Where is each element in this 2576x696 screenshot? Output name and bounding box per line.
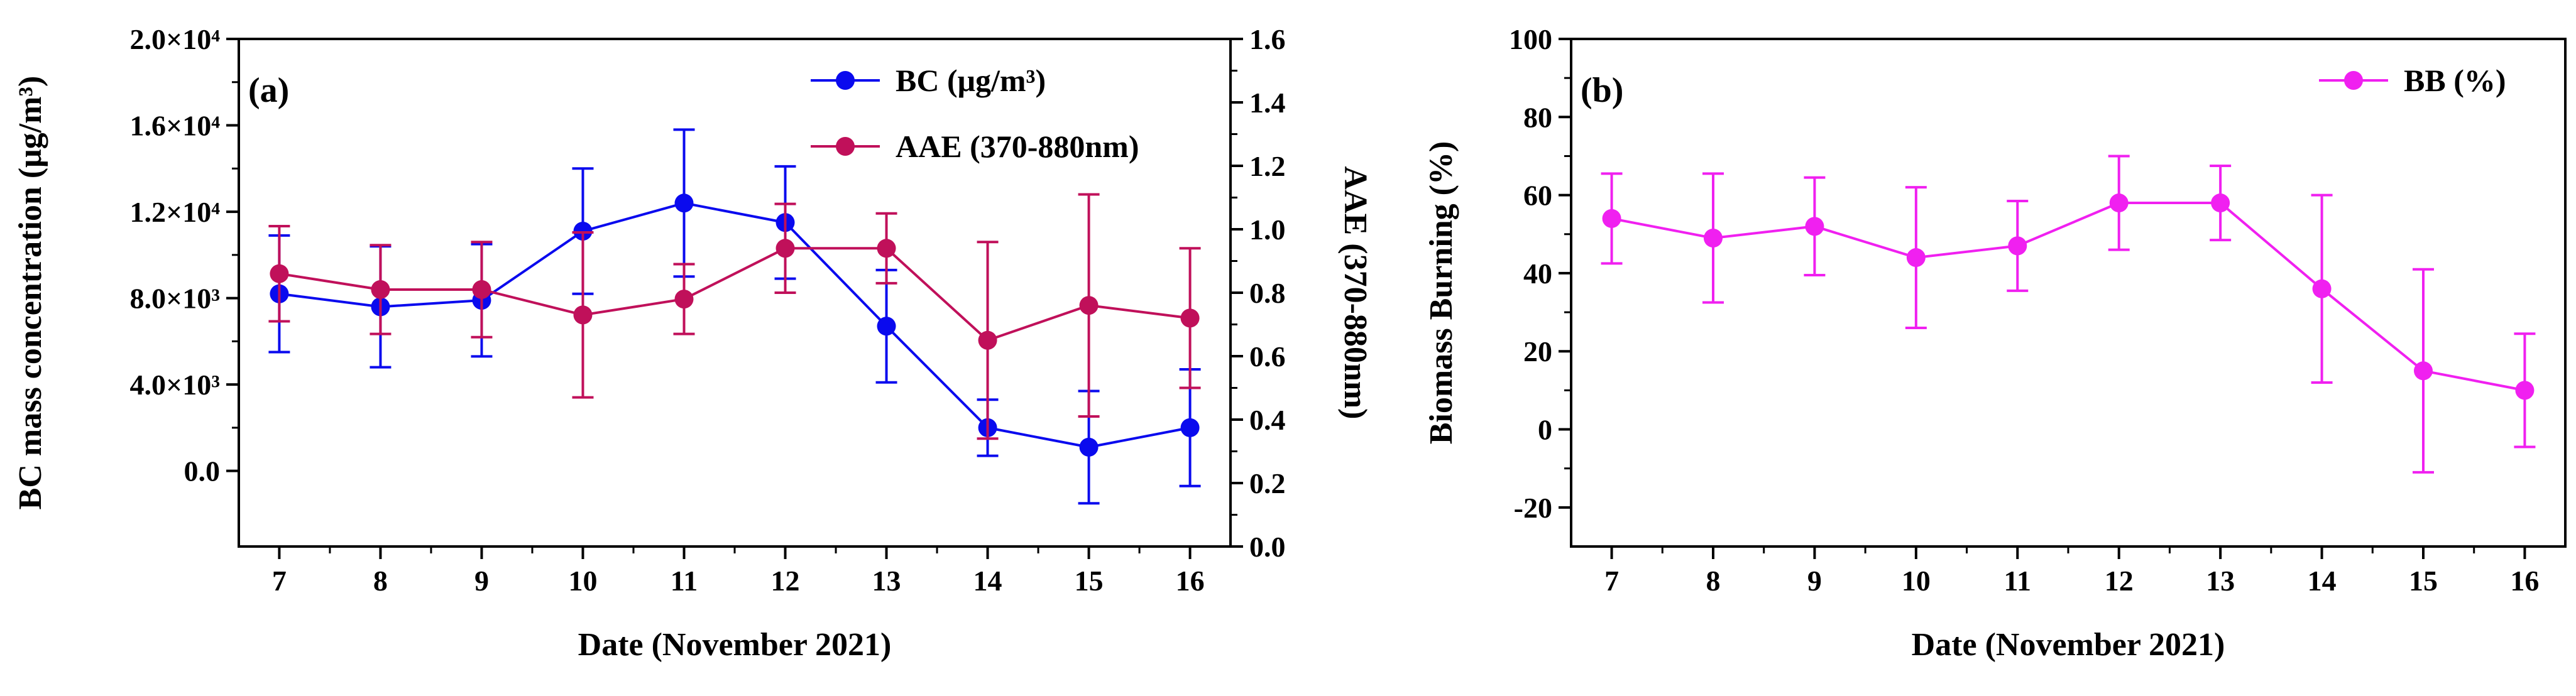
legend-marker — [2344, 71, 2363, 90]
y-left-tick-label: 80 — [1523, 101, 1552, 133]
x-tick-label: 14 — [973, 565, 1002, 597]
data-point — [674, 290, 694, 309]
panel-b-chart: 7 8 9 10 11 12 13 14 15 16 Date (November 2021) -20… — [1423, 23, 2567, 663]
series-group — [268, 128, 1201, 505]
data-point — [2312, 279, 2332, 298]
x-tick-label: 11 — [2004, 565, 2031, 597]
data-point — [2109, 193, 2129, 213]
data-point — [1180, 308, 1200, 328]
x-tick-label: 9 — [474, 565, 489, 597]
legend-label: BB (%) — [2404, 63, 2506, 98]
y-right-tick-label: 0.2 — [1249, 467, 1286, 499]
x-tick-label: 16 — [1176, 565, 1205, 597]
y-left-tick-label: 8.0×10³ — [129, 283, 220, 315]
panel-label: (b) — [1581, 71, 1623, 110]
x-tick-label: 9 — [1807, 565, 1822, 597]
legend-label: AAE (370-880nm) — [896, 129, 1139, 164]
data-point — [1602, 209, 1621, 228]
x-tick-label: 7 — [272, 565, 287, 597]
x-tick-label: 11 — [671, 565, 698, 597]
y-right-tick-label: 0.6 — [1249, 340, 1286, 372]
x-tick-label: 14 — [2308, 565, 2337, 597]
panel-a-chart: 7 8 9 10 11 12 13 14 15 16 Date (November 2021) 0.0… — [13, 23, 1373, 663]
y-right-tick-label: 0.0 — [1249, 531, 1286, 563]
y-right-tick-label: 1.6 — [1249, 23, 1286, 55]
x-tick-label: 13 — [872, 565, 901, 597]
series-group — [268, 193, 1201, 440]
x-tick-label: 15 — [2409, 565, 2438, 597]
series-line — [1611, 202, 2525, 392]
y-left-tick-label: 1.6×10⁴ — [129, 110, 220, 142]
y-right-tick-label: 0.8 — [1249, 277, 1286, 309]
y-right-tick-label: 1.0 — [1249, 214, 1286, 246]
y-left-tick-label: 2.0×10⁴ — [129, 23, 220, 55]
x-axis-title: Date (November 2021) — [1912, 627, 2225, 663]
data-point — [674, 193, 694, 213]
data-point — [1079, 296, 1099, 315]
x-tick-label: 10 — [1902, 565, 1931, 597]
data-point — [978, 330, 997, 350]
y-left-tick-label: 20 — [1523, 335, 1552, 367]
data-point — [776, 239, 795, 258]
data-point — [2414, 361, 2433, 381]
y-left-axis-title: BC mass concentration (μg/m³) — [13, 76, 48, 510]
x-tick-label: 7 — [1604, 565, 1619, 597]
y-left-tick-label: 0.0 — [184, 455, 221, 487]
data-point — [1704, 228, 1723, 247]
y-left-tick-label: -20 — [1514, 492, 1552, 524]
data-point — [1906, 248, 1926, 268]
data-point — [877, 317, 896, 336]
x-tick-label: 8 — [1706, 565, 1721, 597]
x-tick-label: 16 — [2510, 565, 2539, 597]
y-right-axis-title: AAE (370-880nm) — [1337, 166, 1373, 420]
x-tick-label: 12 — [2105, 565, 2134, 597]
y-left-tick-label: 40 — [1523, 258, 1552, 290]
y-left-tick-label: 0 — [1538, 414, 1552, 446]
data-point — [2211, 193, 2230, 213]
plot-frame — [1570, 38, 2567, 548]
series-line — [279, 247, 1190, 342]
x-tick-label: 10 — [568, 565, 597, 597]
data-point — [2008, 236, 2027, 256]
panel-label: (a) — [248, 71, 289, 110]
series-group — [1601, 155, 2536, 474]
data-point — [1805, 217, 1824, 236]
data-point — [573, 222, 593, 241]
data-point — [1079, 437, 1099, 457]
legend-label: BC (μg/m³) — [896, 63, 1046, 98]
y-right-tick-label: 0.4 — [1249, 404, 1286, 436]
y-left-tick-label: 4.0×10³ — [129, 369, 220, 401]
y-right-tick-label: 1.2 — [1249, 150, 1286, 182]
data-point — [1180, 418, 1200, 437]
y-left-tick-label: 60 — [1523, 180, 1552, 212]
x-tick-label: 13 — [2206, 565, 2235, 597]
y-right-tick-label: 1.4 — [1249, 87, 1286, 119]
x-tick-label: 15 — [1075, 565, 1104, 597]
data-point — [270, 264, 289, 283]
y-left-tick-label: 1.2×10⁴ — [129, 196, 220, 228]
y-left-tick-label: 100 — [1509, 23, 1552, 55]
data-point — [573, 305, 593, 325]
x-axis-title: Date (November 2021) — [578, 627, 892, 663]
data-point — [2515, 381, 2535, 400]
legend-marker — [836, 137, 855, 156]
x-tick-label: 8 — [373, 565, 388, 597]
series-line — [279, 202, 1190, 449]
legend-marker — [836, 71, 855, 90]
data-point — [877, 239, 896, 258]
data-point — [371, 280, 390, 299]
data-point — [472, 280, 491, 299]
y-left-axis-title: Biomass Burning (%) — [1423, 141, 1459, 445]
x-tick-label: 12 — [771, 565, 800, 597]
